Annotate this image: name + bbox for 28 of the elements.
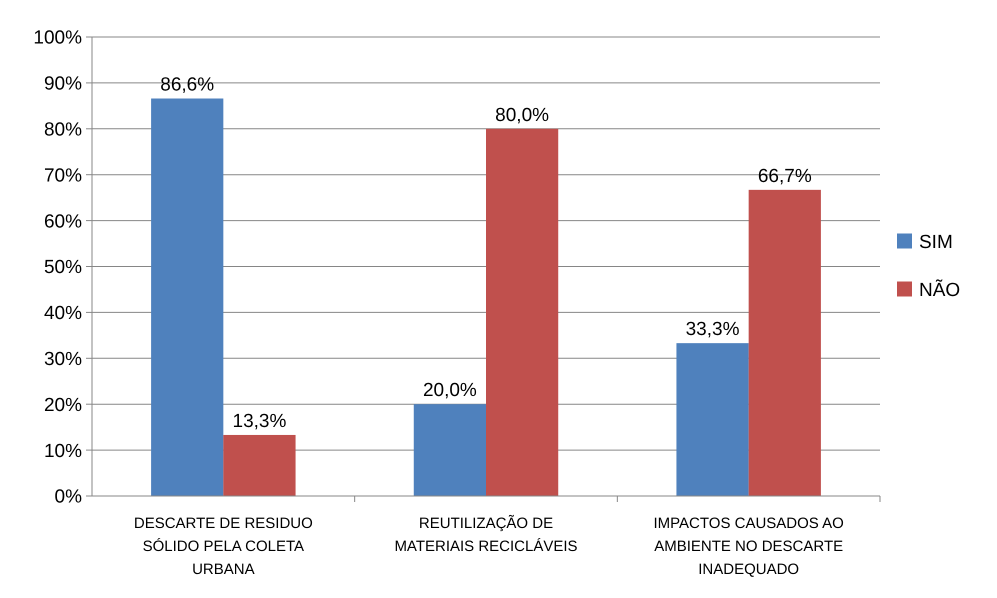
data-label: 66,7% xyxy=(758,166,812,187)
y-tick-label: 20% xyxy=(44,394,82,416)
x-tick-label: REUTILIZAÇÃO DE MATERIAIS RECICLÁVEIS xyxy=(394,514,578,555)
y-tick-label: 40% xyxy=(44,303,82,324)
y-tick-label: 10% xyxy=(44,440,82,462)
x-tick-label: DESCARTE DE RESIDUO SÓLIDO PELA COLETA URBANA xyxy=(134,515,313,578)
bar xyxy=(151,98,224,496)
y-tick-label: 60% xyxy=(44,211,82,232)
y-tick-label: 50% xyxy=(44,257,82,278)
data-label: 86,6% xyxy=(160,74,214,96)
bar xyxy=(223,434,296,496)
data-label: 13,3% xyxy=(232,410,286,432)
data-label: 80,0% xyxy=(495,104,550,126)
y-tick-label: 80% xyxy=(44,119,82,140)
y-tick-label: 70% xyxy=(44,165,82,186)
bar xyxy=(414,404,486,496)
bar xyxy=(748,190,821,496)
legend-label: NÃO xyxy=(919,279,960,302)
y-tick-label: 90% xyxy=(44,74,82,95)
y-tick-label: 100% xyxy=(33,28,82,49)
data-label: 33,3% xyxy=(686,319,740,340)
bar xyxy=(486,128,558,496)
y-tick-label: 0% xyxy=(54,486,82,508)
y-tick-label: 30% xyxy=(44,348,82,370)
bar xyxy=(676,343,749,496)
legend-label: SIM xyxy=(919,232,953,254)
x-tick-label: IMPACTOS CAUSADOS AO AMBIENTE NO DESCARTE INADEQUADO xyxy=(654,515,844,578)
data-label: 20,0% xyxy=(422,380,477,402)
